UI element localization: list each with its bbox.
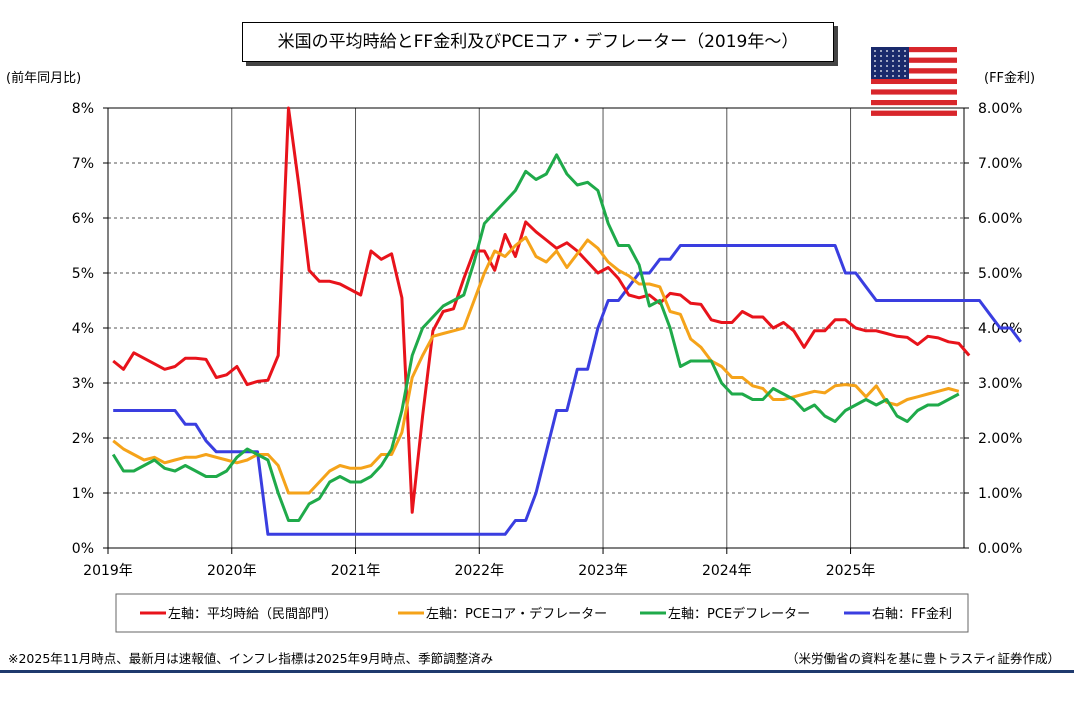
legend-label: 左軸：PCEデフレーター <box>668 606 810 622</box>
source-note: （米労働省の資料を基に豊トラスティ証券作成） <box>785 651 1060 666</box>
series-line <box>113 244 1022 536</box>
us-flag-icon <box>871 47 957 116</box>
left-tick-label: 3% <box>72 376 94 392</box>
x-tick-label: 2024年 <box>702 563 752 579</box>
legend-label: 右軸：FF金利 <box>872 606 952 622</box>
right-tick-label: 5.00% <box>978 266 1022 282</box>
chart-title: 米国の平均時給とFF金利及びPCEコア・デフレーター（2019年～） <box>242 22 834 62</box>
left-tick-label: 7% <box>72 156 94 172</box>
bottom-rule <box>0 670 1074 673</box>
plot-area <box>107 107 965 549</box>
x-tick-label: 2020年 <box>207 563 257 579</box>
legend: 左軸：平均時給（民間部門） 左軸：PCEコア・デフレーター 左軸：PCEデフレーター… <box>115 593 969 633</box>
series-line <box>111 153 960 522</box>
right-axis-label: (FF金利) <box>984 70 1035 86</box>
x-tick-label: 2022年 <box>454 563 504 579</box>
left-tick-label: 6% <box>72 211 94 227</box>
left-tick-label: 2% <box>72 431 94 447</box>
x-tick-label: 2025年 <box>826 563 876 579</box>
x-tick-label: 2023年 <box>578 563 628 579</box>
x-tick-label: 2021年 <box>331 563 381 579</box>
right-tick-label: 7.00% <box>978 156 1022 172</box>
right-tick-label: 2.00% <box>978 431 1022 447</box>
footnote: ※2025年11月時点、最新月は速報値、インフレ指標は2025年9月時点、季節調… <box>8 651 494 666</box>
right-tick-label: 1.00% <box>978 486 1022 502</box>
right-tick-label: 8.00% <box>978 101 1022 117</box>
x-tick-label: 2019年 <box>83 563 133 579</box>
left-tick-label: 4% <box>72 321 94 337</box>
left-tick-label: 5% <box>72 266 94 282</box>
series-line <box>112 235 960 495</box>
left-tick-label: 8% <box>72 101 94 117</box>
right-tick-label: 6.00% <box>978 211 1022 227</box>
legend-label: 左軸：PCEコア・デフレーター <box>426 606 607 622</box>
left-axis-label: (前年同月比) <box>6 70 81 86</box>
series-line <box>112 106 971 514</box>
right-tick-label: 3.00% <box>978 376 1022 392</box>
right-tick-label: 0.00% <box>978 541 1022 557</box>
legend-label: 左軸：平均時給（民間部門） <box>168 607 337 622</box>
left-tick-label: 0% <box>72 541 94 557</box>
left-tick-label: 1% <box>72 486 94 502</box>
